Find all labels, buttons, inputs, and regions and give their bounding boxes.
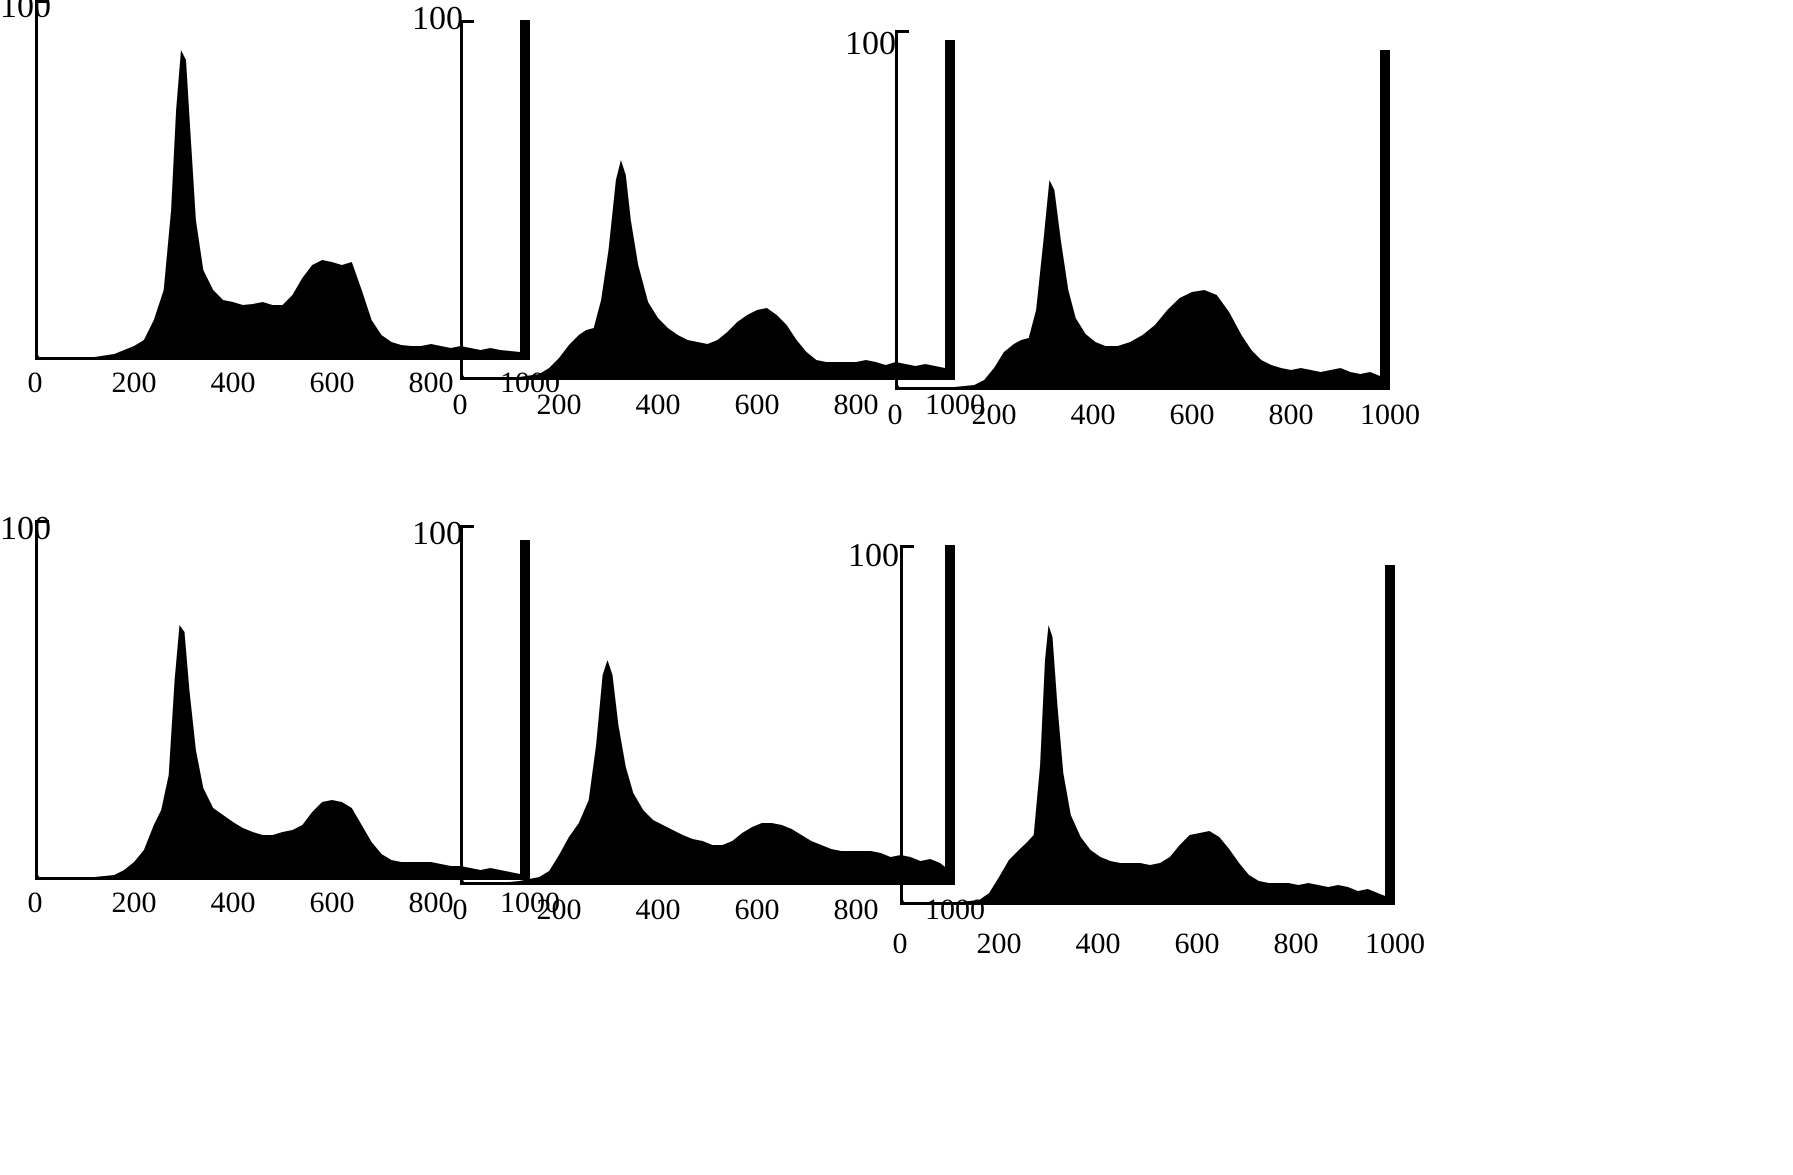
x-tick-label: 200 xyxy=(112,886,157,920)
histogram-area xyxy=(895,180,1390,390)
right-edge-bar xyxy=(1385,565,1395,905)
histogram-svg xyxy=(895,30,1390,390)
y-axis-max-label: 100 xyxy=(412,0,463,38)
histogram-svg xyxy=(900,545,1395,905)
histogram-panel: 10002004006008001000 xyxy=(35,0,532,420)
x-tick-label: 800 xyxy=(834,893,879,927)
x-tick-label: 0 xyxy=(28,886,43,920)
x-tick-label: 1000 xyxy=(1365,927,1425,961)
x-tick-label: 0 xyxy=(28,366,43,400)
axes-frame xyxy=(460,20,955,380)
histogram-svg xyxy=(35,0,530,360)
x-tick-label: 200 xyxy=(972,398,1017,432)
x-tick-label: 800 xyxy=(1269,398,1314,432)
histogram-panel: 10002004006008001000 xyxy=(900,545,1397,965)
x-tick-label: 0 xyxy=(888,398,903,432)
axes-frame xyxy=(35,520,530,880)
x-tick-label: 800 xyxy=(1274,927,1319,961)
x-tick-label: 800 xyxy=(409,366,454,400)
histogram-svg xyxy=(460,525,955,885)
x-tick-label: 600 xyxy=(310,886,355,920)
histogram-area xyxy=(460,160,955,380)
x-tick-label: 200 xyxy=(977,927,1022,961)
histogram-panel: 10002004006008001000 xyxy=(35,520,532,940)
y-axis-max-label: 100 xyxy=(0,0,51,26)
right-edge-bar xyxy=(1380,50,1390,390)
x-tick-label: 600 xyxy=(1175,927,1220,961)
x-tick-label: 0 xyxy=(893,927,908,961)
y-axis-max-label: 100 xyxy=(848,537,899,575)
x-tick-label: 400 xyxy=(211,366,256,400)
x-tick-label: 400 xyxy=(1071,398,1116,432)
y-axis-max-label: 100 xyxy=(0,510,51,548)
x-tick-label: 600 xyxy=(310,366,355,400)
histogram-area xyxy=(35,50,530,360)
x-tick-label: 400 xyxy=(636,893,681,927)
x-tick-label: 600 xyxy=(735,893,780,927)
x-tick-label: 0 xyxy=(453,388,468,422)
x-tick-label: 1000 xyxy=(1360,398,1420,432)
y-axis-max-label: 100 xyxy=(412,515,463,553)
axes-frame xyxy=(900,545,1395,905)
histogram-panel: 10002004006008001000 xyxy=(460,525,957,945)
histogram-svg xyxy=(35,520,530,880)
x-tick-label: 200 xyxy=(537,388,582,422)
x-tick-label: 200 xyxy=(537,893,582,927)
x-tick-label: 600 xyxy=(735,388,780,422)
x-tick-label: 800 xyxy=(409,886,454,920)
histogram-area xyxy=(460,660,955,885)
histogram-area xyxy=(900,625,1395,905)
x-tick-label: 600 xyxy=(1170,398,1215,432)
histogram-svg xyxy=(460,20,955,380)
x-tick-label: 200 xyxy=(112,366,157,400)
histogram-panel: 10002004006008001000 xyxy=(895,30,1392,450)
y-axis-max-label: 100 xyxy=(845,25,896,63)
histogram-area xyxy=(35,625,530,880)
x-tick-label: 400 xyxy=(1076,927,1121,961)
histogram-panel: 10002004006008001000 xyxy=(460,20,957,440)
x-tick-label: 400 xyxy=(211,886,256,920)
x-tick-label: 800 xyxy=(834,388,879,422)
x-tick-label: 400 xyxy=(636,388,681,422)
x-tick-label: 0 xyxy=(453,893,468,927)
histogram-grid: 1000200400600800100010002004006008001000… xyxy=(0,0,1793,1175)
axes-frame xyxy=(460,525,955,885)
